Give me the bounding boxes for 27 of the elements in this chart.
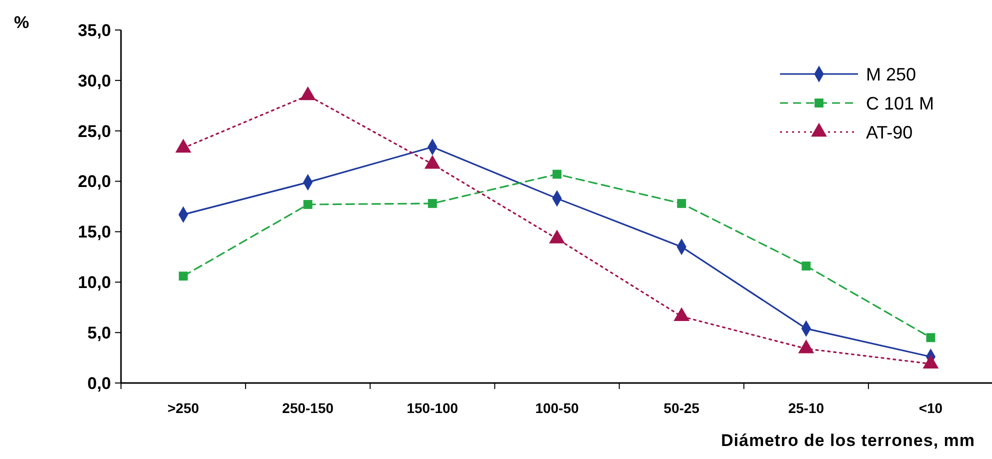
y-tick-label: 10,0 — [78, 273, 111, 292]
x-tick-label: 25-10 — [788, 400, 824, 416]
point — [802, 262, 811, 270]
x-tick-label: 100-50 — [535, 400, 580, 416]
legend-label: C 101 M — [866, 93, 934, 114]
y-tick-label: 15,0 — [78, 222, 111, 242]
legend-label: AT-90 — [866, 122, 913, 142]
x-tick-label: 50-25 — [664, 400, 700, 416]
legend-label: M 250 — [866, 64, 916, 84]
y-tick-label: 5,0 — [87, 324, 111, 343]
x-tick-label: >250 — [168, 400, 200, 416]
y-tick-label: 20,0 — [78, 172, 111, 192]
point — [428, 199, 437, 208]
point — [677, 199, 686, 208]
y-tick-label: 25,0 — [78, 122, 111, 141]
point — [926, 333, 936, 342]
x-tick-label: <10 — [918, 400, 943, 416]
y-tick-label: 35,0 — [78, 20, 111, 40]
y-tick-label: 0,0 — [87, 374, 111, 393]
point — [303, 200, 312, 209]
point — [178, 272, 188, 281]
y-tick-label: 30,0 — [78, 71, 111, 90]
x-axis-title: Diámetro de los terrones, mm — [721, 431, 975, 450]
x-tick-label: 250-150 — [282, 400, 334, 416]
x-tick-label: 150-100 — [406, 400, 458, 416]
point — [552, 170, 562, 179]
y-axis-title: % — [14, 13, 30, 32]
